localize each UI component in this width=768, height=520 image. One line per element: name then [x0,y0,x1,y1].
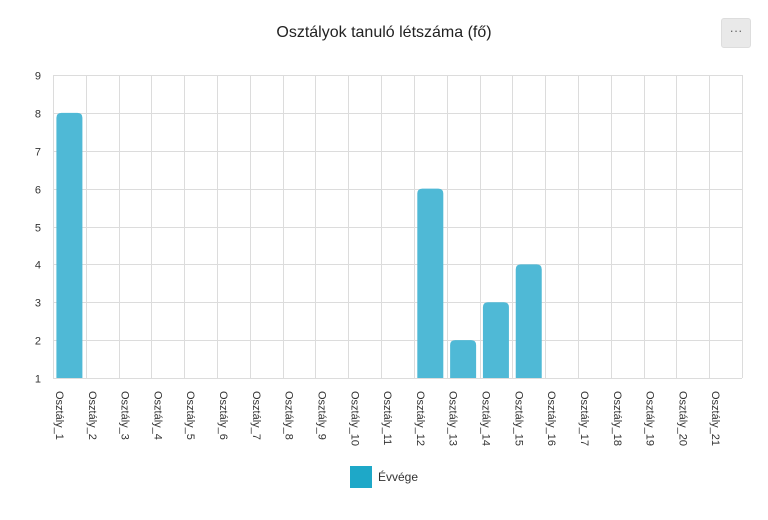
legend-swatch [349,466,372,488]
x-tick-label: Osztály_11 [381,391,393,445]
y-tick-label: 5 [35,223,41,235]
legend-item[interactable]: Évvége [349,466,419,488]
y-tick-label: 6 [35,185,41,197]
x-tick-label: Osztály_13 [447,391,459,446]
x-tick-label: Osztály_4 [151,391,163,440]
x-tick-label: Osztály_17 [578,391,590,446]
x-tick-label: Osztály_21 [709,391,721,446]
x-tick-label: Osztály_15 [512,391,524,446]
x-tick-label: Osztály_9 [315,391,327,440]
bar-Osztály_12[interactable] [417,188,444,378]
y-axis-ticks: 1 2 3 4 5 6 7 8 9 [35,71,41,386]
x-tick-label: Osztály_5 [184,391,196,440]
x-tick-label: Osztály_12 [414,391,426,446]
y-tick-label: 9 [35,71,41,83]
x-tick-label: Osztály_6 [217,391,229,440]
x-tick-label: Osztály_1 [53,391,65,440]
y-tick-label: 2 [35,336,41,348]
x-tick-label: Osztály_10 [348,391,360,446]
y-tick-label: 8 [35,109,41,121]
x-tick-label: Osztály_14 [480,391,492,446]
x-tick-label: Osztály_3 [119,391,131,440]
chart-menu-button[interactable]: ··· [721,18,751,48]
y-tick-label: 3 [35,298,41,310]
chart-bars [56,112,542,378]
chart-grid [53,75,743,379]
x-tick-label: Osztály_16 [545,391,557,446]
x-axis-ticks: Osztály_1 Osztály_2 Osztály_3 Osztály_4 Oszt… [53,391,721,446]
chart-legend: Évvége [0,466,768,488]
bar-Osztály_1[interactable] [56,112,83,378]
x-tick-label: Osztály_8 [283,391,295,440]
x-tick-label: Osztály_19 [644,391,656,446]
x-tick-label: Osztály_7 [250,391,262,440]
y-tick-label: 4 [35,260,41,272]
x-tick-label: Osztály_2 [86,391,98,440]
y-tick-label: 1 [35,374,41,386]
legend-label: Évvége [377,470,419,484]
more-options-icon: ··· [729,23,743,38]
bar-Osztály_13[interactable] [450,340,477,378]
x-tick-label: Osztály_20 [676,391,688,446]
bar-Osztály_15[interactable] [515,264,542,378]
x-tick-label: Osztály_18 [611,391,623,446]
bar-Osztály_14[interactable] [482,302,509,378]
y-tick-label: 7 [35,147,41,159]
chart-title: Osztályok tanuló létszáma (fő) [276,24,492,41]
